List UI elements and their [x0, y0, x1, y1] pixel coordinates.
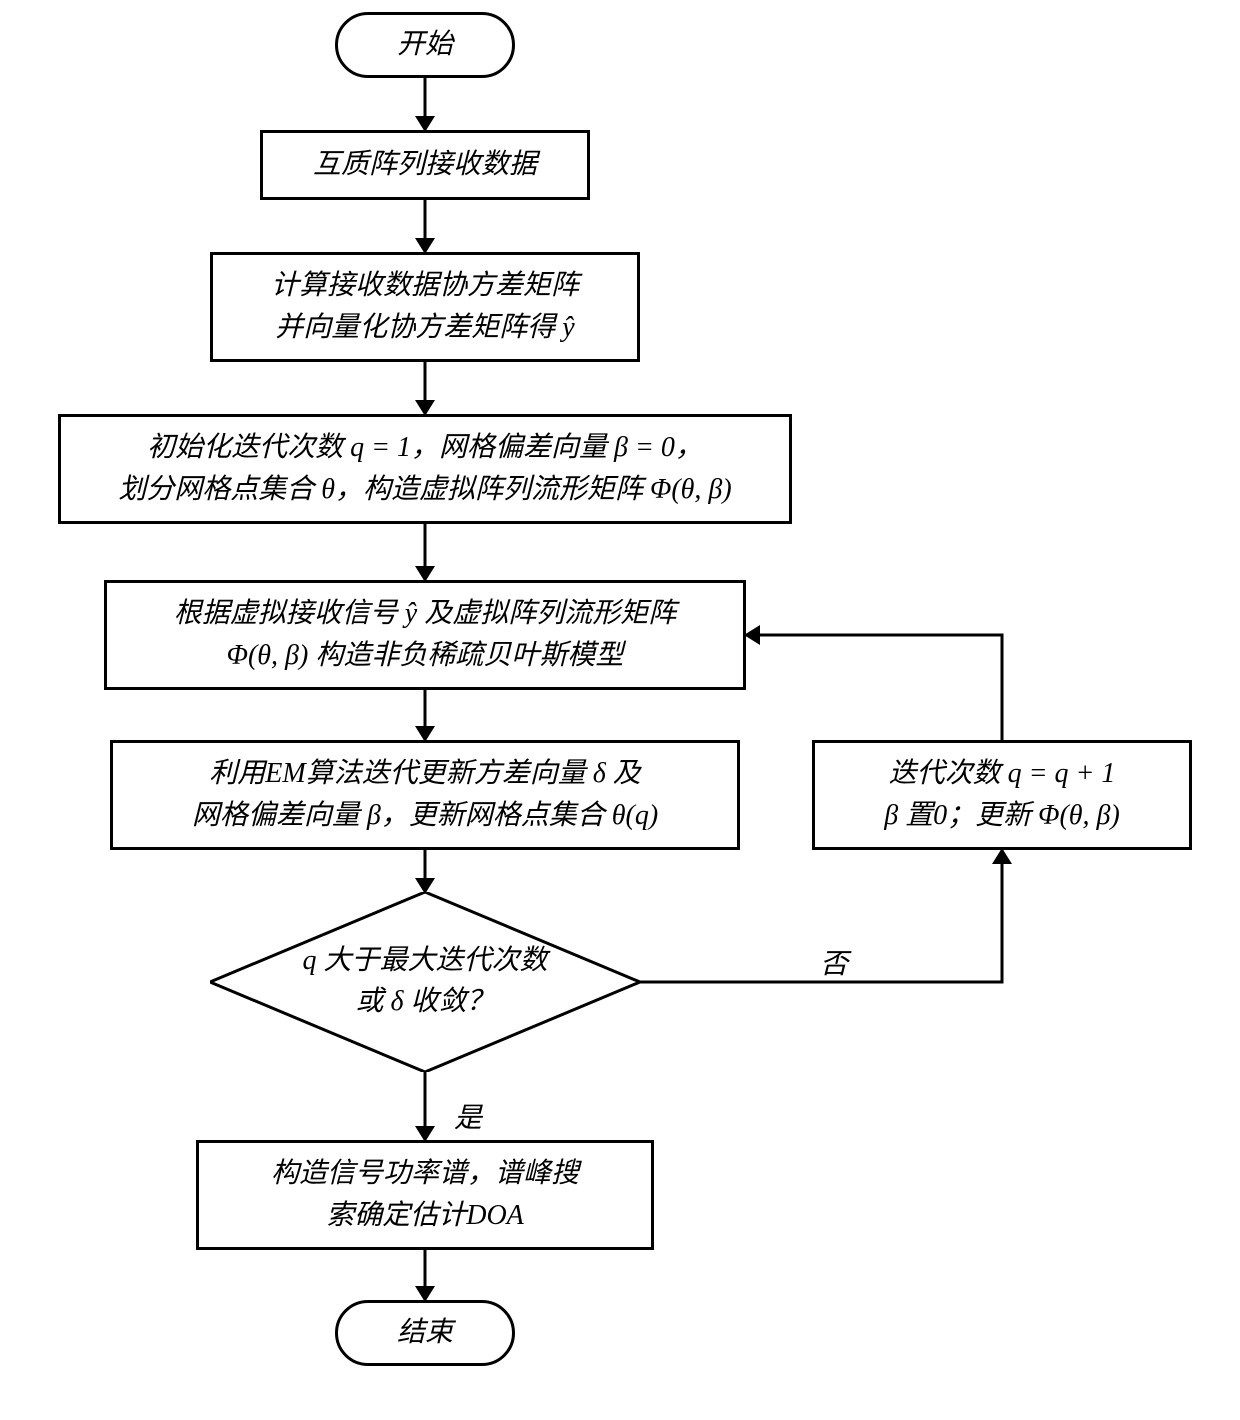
start-node: 开始 — [335, 12, 515, 78]
step-initialize-label: 初始化迭代次数 q = 1，网格偏差向量 β = 0， 划分网格点集合 θ，构造… — [118, 427, 731, 511]
decision-converge: q 大于最大迭代次数 或 δ 收敛？ — [210, 892, 640, 1072]
step-em-update-label: 利用EM算法迭代更新方差向量 δ 及 网格偏差向量 β，更新网格点集合 θ(q) — [192, 753, 658, 837]
step-em-update: 利用EM算法迭代更新方差向量 δ 及 网格偏差向量 β，更新网格点集合 θ(q) — [110, 740, 740, 850]
start-label: 开始 — [397, 24, 453, 66]
step-loop-increment: 迭代次数 q = q + 1 β 置0；更新 Φ(θ, β) — [812, 740, 1192, 850]
end-node: 结束 — [335, 1300, 515, 1366]
edge-label-yes: 是 — [454, 1096, 482, 1136]
end-label: 结束 — [397, 1312, 453, 1354]
step-initialize: 初始化迭代次数 q = 1，网格偏差向量 β = 0， 划分网格点集合 θ，构造… — [58, 414, 792, 524]
step-bayes-model: 根据虚拟接收信号 ŷ 及虚拟阵列流形矩阵 Φ(θ, β) 构造非负稀疏贝叶斯模型 — [104, 580, 746, 690]
decision-converge-label: q 大于最大迭代次数 或 δ 收敛？ — [210, 892, 640, 1072]
step-bayes-model-label: 根据虚拟接收信号 ŷ 及虚拟阵列流形矩阵 Φ(θ, β) 构造非负稀疏贝叶斯模型 — [174, 593, 676, 677]
step-spectrum-doa-label: 构造信号功率谱，谱峰搜 索确定估计DOA — [271, 1153, 579, 1237]
step-covariance: 计算接收数据协方差矩阵 并向量化协方差矩阵得 ŷ — [210, 252, 640, 362]
step-covariance-label: 计算接收数据协方差矩阵 并向量化协方差矩阵得 ŷ — [271, 265, 579, 349]
step-receive-data: 互质阵列接收数据 — [260, 130, 590, 200]
step-loop-increment-label: 迭代次数 q = q + 1 β 置0；更新 Φ(θ, β) — [884, 753, 1120, 837]
step-receive-data-label: 互质阵列接收数据 — [313, 144, 537, 186]
step-spectrum-doa: 构造信号功率谱，谱峰搜 索确定估计DOA — [196, 1140, 654, 1250]
edge-label-no: 否 — [820, 942, 848, 982]
